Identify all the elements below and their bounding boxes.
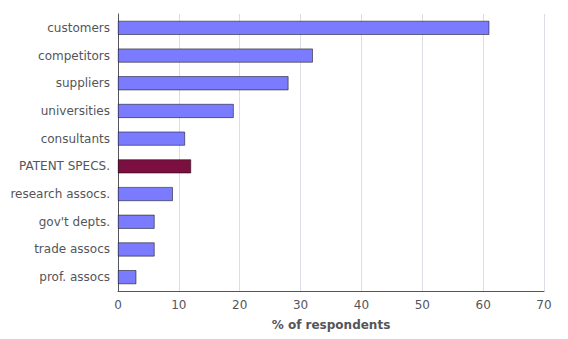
svg-text:20: 20	[232, 298, 247, 312]
svg-text:0: 0	[114, 298, 122, 312]
svg-text:30: 30	[293, 298, 308, 312]
svg-text:competitors: competitors	[38, 49, 110, 63]
svg-text:10: 10	[171, 298, 186, 312]
svg-text:60: 60	[476, 298, 491, 312]
svg-text:suppliers: suppliers	[56, 76, 110, 90]
svg-text:universities: universities	[41, 104, 110, 118]
svg-text:prof. assocs: prof. assocs	[39, 270, 110, 284]
svg-text:gov't depts.: gov't depts.	[39, 215, 110, 229]
svg-text:research assocs.: research assocs.	[10, 187, 110, 201]
svg-text:customers: customers	[47, 21, 110, 35]
svg-text:40: 40	[354, 298, 369, 312]
svg-text:70: 70	[536, 298, 551, 312]
svg-text:consultants: consultants	[41, 132, 110, 146]
svg-text:PATENT SPECS.: PATENT SPECS.	[19, 159, 110, 173]
svg-text:% of respondents: % of respondents	[272, 318, 391, 332]
svg-text:trade assocs: trade assocs	[34, 242, 110, 256]
svg-text:50: 50	[415, 298, 430, 312]
